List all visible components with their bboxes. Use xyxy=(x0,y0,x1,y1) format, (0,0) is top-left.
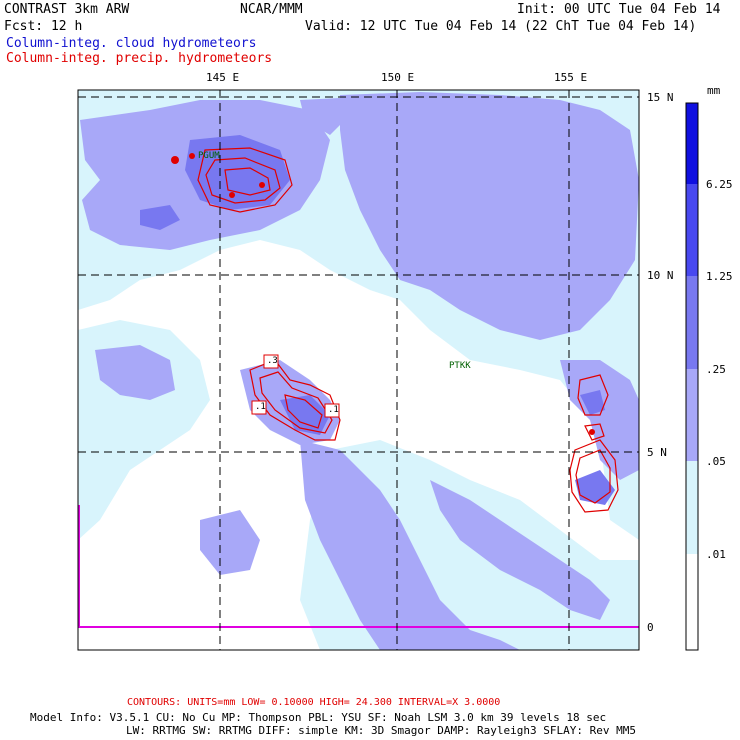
contour-label: .1 xyxy=(255,402,266,412)
contour-label-box xyxy=(263,354,279,369)
lat-label-0: 0 xyxy=(647,621,654,634)
field-precip-title: Column-integ. precip. hydrometeors xyxy=(6,51,273,66)
lon-label-155: 155 E xyxy=(554,71,588,84)
contour-label: .3 xyxy=(267,356,278,366)
contour-label: .1 xyxy=(328,405,339,415)
model-info-line2: LW: RRTMG SW: RRTMG DIFF: simple KM: 3D … xyxy=(126,724,636,737)
colorbar-unit: mm xyxy=(707,84,721,97)
colorbar-swatch-5 xyxy=(686,461,698,554)
colorbar-swatch-6 xyxy=(686,554,698,650)
colorbar-swatch-1 xyxy=(686,103,698,184)
domain-boundary xyxy=(78,505,639,628)
colorbar-frame xyxy=(685,102,699,651)
lat-label-10: 10 N xyxy=(647,269,674,282)
model-title: CONTRAST 3km ARW xyxy=(4,2,130,17)
graticule xyxy=(78,90,639,650)
lat-label-15: 15 N xyxy=(647,91,674,104)
station-ptkk: PTKK xyxy=(449,361,471,371)
model-info-line1: Model Info: V3.5.1 CU: No Cu MP: Thompso… xyxy=(30,711,607,724)
colorbar-label-1.25: 1.25 xyxy=(706,270,733,283)
contour-label-box xyxy=(251,400,267,415)
colorbar xyxy=(685,102,699,651)
precip-cells xyxy=(171,153,595,435)
map-frame xyxy=(77,89,640,651)
field-cloud-title: Column-integ. cloud hydrometeors xyxy=(6,36,257,51)
colorbar-label-.05: .05 xyxy=(706,455,726,468)
colorbar-label-.25: .25 xyxy=(706,363,726,376)
station-pgum: PGUM xyxy=(198,151,220,161)
contour-info: CONTOURS: UNITS=mm LOW= 0.10000 HIGH= 24… xyxy=(127,697,501,708)
lon-label-150: 150 E xyxy=(381,71,415,84)
valid-time: Valid: 12 UTC Tue 04 Feb 14 (22 ChT Tue … xyxy=(305,19,697,34)
colorbar-label-6.25: 6.25 xyxy=(706,178,733,191)
contour-label-box xyxy=(324,403,340,418)
colorbar-swatch-4 xyxy=(686,369,698,461)
lon-label-145: 145 E xyxy=(206,71,240,84)
contour-label-boxes xyxy=(251,354,340,418)
forecast-hour: Fcst: 12 h xyxy=(4,19,83,34)
lat-label-5: 5 N xyxy=(647,446,667,459)
precip-contours xyxy=(197,147,619,513)
init-time: Init: 00 UTC Tue 04 Feb 14 xyxy=(517,2,721,17)
colorbar-swatch-2 xyxy=(686,184,698,276)
colorbar-swatch-3 xyxy=(686,276,698,369)
map-fields xyxy=(78,90,639,650)
colorbar-label-.01: .01 xyxy=(706,548,726,561)
center-label: NCAR/MMM xyxy=(240,2,303,17)
